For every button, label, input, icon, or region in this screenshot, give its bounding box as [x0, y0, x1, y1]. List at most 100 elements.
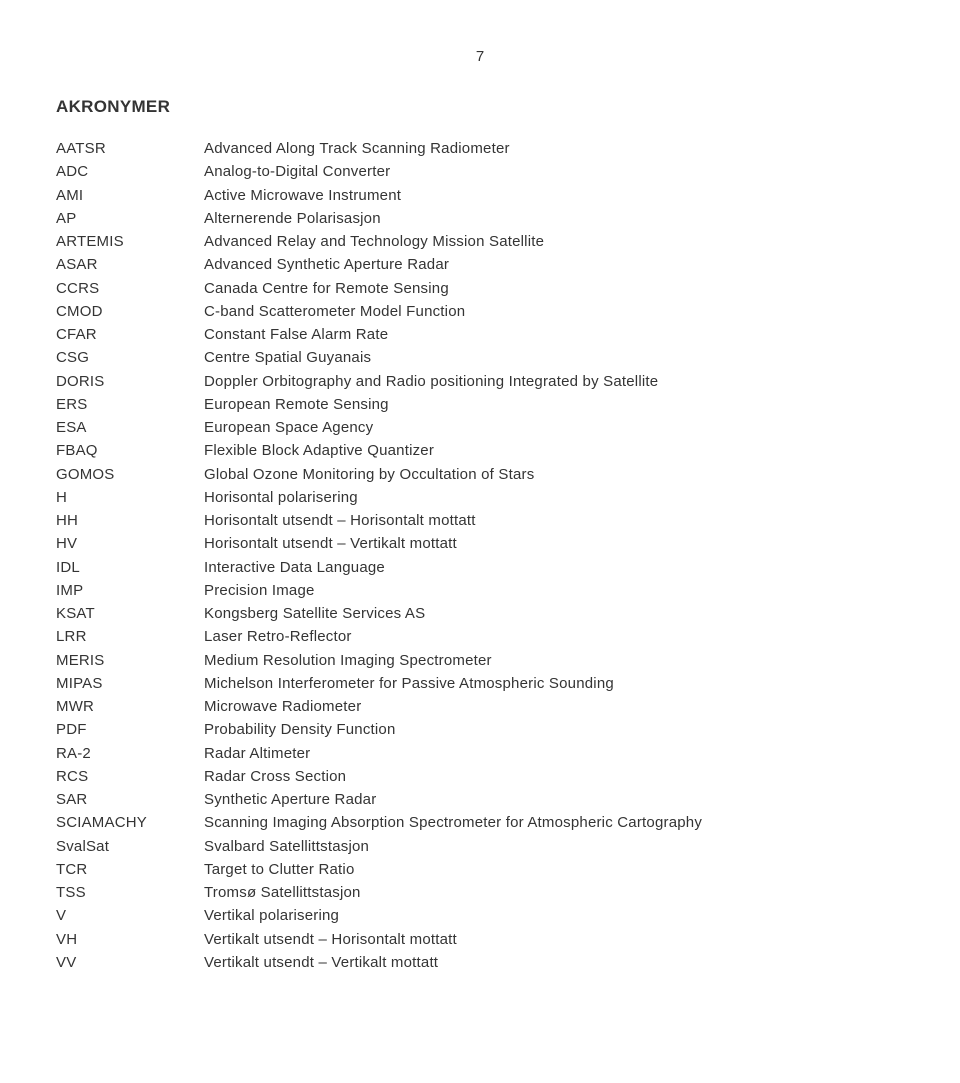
acronym-row: CFARConstant False Alarm Rate	[56, 323, 904, 346]
acronym-value: Probability Density Function	[204, 718, 904, 741]
acronym-key: ARTEMIS	[56, 230, 204, 253]
acronym-value: Constant False Alarm Rate	[204, 323, 904, 346]
acronym-value: Microwave Radiometer	[204, 695, 904, 718]
acronym-row: IDLInteractive Data Language	[56, 556, 904, 579]
acronym-row: SCIAMACHYScanning Imaging Absorption Spe…	[56, 811, 904, 834]
acronym-value: Radar Altimeter	[204, 742, 904, 765]
acronym-value: Michelson Interferometer for Passive Atm…	[204, 672, 904, 695]
acronym-key: AATSR	[56, 137, 204, 160]
acronym-key: ADC	[56, 160, 204, 183]
acronym-key: FBAQ	[56, 439, 204, 462]
acronym-key: CCRS	[56, 277, 204, 300]
acronym-key: SAR	[56, 788, 204, 811]
acronym-key: PDF	[56, 718, 204, 741]
acronym-row: FBAQFlexible Block Adaptive Quantizer	[56, 439, 904, 462]
acronym-row: HVHorisontalt utsendt – Vertikalt mottat…	[56, 532, 904, 555]
acronym-row: AATSRAdvanced Along Track Scanning Radio…	[56, 137, 904, 160]
acronym-key: V	[56, 904, 204, 927]
acronym-key: LRR	[56, 625, 204, 648]
acronym-value: C-band Scatterometer Model Function	[204, 300, 904, 323]
acronym-value: Medium Resolution Imaging Spectrometer	[204, 649, 904, 672]
acronym-key: SCIAMACHY	[56, 811, 204, 834]
acronym-row: HHorisontal polarisering	[56, 486, 904, 509]
acronym-value: Synthetic Aperture Radar	[204, 788, 904, 811]
acronym-key: KSAT	[56, 602, 204, 625]
acronym-row: CSGCentre Spatial Guyanais	[56, 346, 904, 369]
acronym-key: TSS	[56, 881, 204, 904]
acronym-value: Vertikalt utsendt – Vertikalt mottatt	[204, 951, 904, 974]
acronym-key: HV	[56, 532, 204, 555]
acronym-value: Radar Cross Section	[204, 765, 904, 788]
acronym-key: DORIS	[56, 370, 204, 393]
acronym-row: RA-2Radar Altimeter	[56, 742, 904, 765]
acronym-key: TCR	[56, 858, 204, 881]
acronym-value: European Remote Sensing	[204, 393, 904, 416]
acronym-value: Alternerende Polarisasjon	[204, 207, 904, 230]
acronym-row: VVVertikalt utsendt – Vertikalt mottatt	[56, 951, 904, 974]
acronym-row: ASARAdvanced Synthetic Aperture Radar	[56, 253, 904, 276]
acronym-key: AP	[56, 207, 204, 230]
acronym-value: Scanning Imaging Absorption Spectrometer…	[204, 811, 904, 834]
acronym-value: Kongsberg Satellite Services AS	[204, 602, 904, 625]
acronym-row: SvalSatSvalbard Satellittstasjon	[56, 835, 904, 858]
acronym-value: Interactive Data Language	[204, 556, 904, 579]
acronym-value: Vertikalt utsendt – Horisontalt mottatt	[204, 928, 904, 951]
acronym-key: GOMOS	[56, 463, 204, 486]
acronym-row: PDFProbability Density Function	[56, 718, 904, 741]
acronym-row: KSATKongsberg Satellite Services AS	[56, 602, 904, 625]
acronym-row: MIPASMichelson Interferometer for Passiv…	[56, 672, 904, 695]
acronym-value: Analog-to-Digital Converter	[204, 160, 904, 183]
acronym-value: Target to Clutter Ratio	[204, 858, 904, 881]
acronym-value: Tromsø Satellittstasjon	[204, 881, 904, 904]
acronym-key: ESA	[56, 416, 204, 439]
acronym-key: SvalSat	[56, 835, 204, 858]
acronym-key: HH	[56, 509, 204, 532]
document-page: 7 AKRONYMER AATSRAdvanced Along Track Sc…	[0, 0, 960, 1014]
acronym-key: ASAR	[56, 253, 204, 276]
acronym-row: ADCAnalog-to-Digital Converter	[56, 160, 904, 183]
acronym-value: Vertikal polarisering	[204, 904, 904, 927]
acronym-row: TSSTromsø Satellittstasjon	[56, 881, 904, 904]
acronym-row: LRRLaser Retro-Reflector	[56, 625, 904, 648]
acronym-row: SARSynthetic Aperture Radar	[56, 788, 904, 811]
acronym-row: ERSEuropean Remote Sensing	[56, 393, 904, 416]
acronym-key: VV	[56, 951, 204, 974]
acronym-key: RA-2	[56, 742, 204, 765]
acronym-row: HHHorisontalt utsendt – Horisontalt mott…	[56, 509, 904, 532]
acronym-key: RCS	[56, 765, 204, 788]
page-number: 7	[56, 48, 904, 65]
acronym-row: IMPPrecision Image	[56, 579, 904, 602]
acronym-key: CMOD	[56, 300, 204, 323]
acronym-value: Doppler Orbitography and Radio positioni…	[204, 370, 904, 393]
acronym-row: ESAEuropean Space Agency	[56, 416, 904, 439]
acronym-key: IMP	[56, 579, 204, 602]
acronym-value: Advanced Relay and Technology Mission Sa…	[204, 230, 904, 253]
acronym-value: Precision Image	[204, 579, 904, 602]
acronym-value: Advanced Synthetic Aperture Radar	[204, 253, 904, 276]
section-heading: AKRONYMER	[56, 97, 904, 117]
acronym-row: GOMOSGlobal Ozone Monitoring by Occultat…	[56, 463, 904, 486]
acronym-value: Global Ozone Monitoring by Occultation o…	[204, 463, 904, 486]
acronym-value: Horisontalt utsendt – Horisontalt mottat…	[204, 509, 904, 532]
acronym-value: European Space Agency	[204, 416, 904, 439]
acronym-row: VHVertikalt utsendt – Horisontalt mottat…	[56, 928, 904, 951]
acronym-row: APAlternerende Polarisasjon	[56, 207, 904, 230]
acronym-row: ARTEMISAdvanced Relay and Technology Mis…	[56, 230, 904, 253]
acronym-row: CCRSCanada Centre for Remote Sensing	[56, 277, 904, 300]
acronym-key: VH	[56, 928, 204, 951]
acronym-value: Advanced Along Track Scanning Radiometer	[204, 137, 904, 160]
acronym-key: ERS	[56, 393, 204, 416]
acronym-row: AMIActive Microwave Instrument	[56, 184, 904, 207]
acronym-key: CSG	[56, 346, 204, 369]
acronym-value: Horisontal polarisering	[204, 486, 904, 509]
acronym-row: RCSRadar Cross Section	[56, 765, 904, 788]
acronym-row: MWRMicrowave Radiometer	[56, 695, 904, 718]
acronym-value: Laser Retro-Reflector	[204, 625, 904, 648]
acronym-row: TCRTarget to Clutter Ratio	[56, 858, 904, 881]
acronym-key: MWR	[56, 695, 204, 718]
acronym-row: DORISDoppler Orbitography and Radio posi…	[56, 370, 904, 393]
acronym-key: CFAR	[56, 323, 204, 346]
acronym-key: H	[56, 486, 204, 509]
acronym-key: MIPAS	[56, 672, 204, 695]
acronym-value: Horisontalt utsendt – Vertikalt mottatt	[204, 532, 904, 555]
